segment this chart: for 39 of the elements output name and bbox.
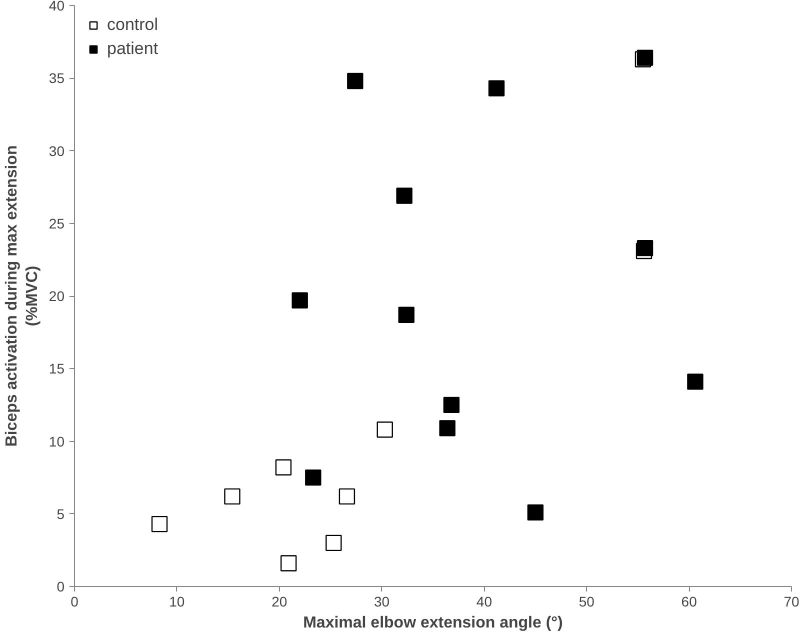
y-tick-label: 30 xyxy=(48,142,65,159)
point xyxy=(396,188,412,204)
x-axis-title: Maximal elbow extension angle (°) xyxy=(303,614,563,632)
y-tick-label: 40 xyxy=(48,0,65,14)
x-tick-label: 50 xyxy=(578,594,595,610)
y-tick-label: 25 xyxy=(48,215,65,232)
x-tick-label: 30 xyxy=(374,594,390,610)
point xyxy=(224,488,240,505)
point xyxy=(636,240,654,256)
point xyxy=(347,72,364,90)
y-tick-label: 35 xyxy=(48,70,65,86)
y-tick-label: 0 xyxy=(56,578,65,594)
point xyxy=(687,374,704,390)
point xyxy=(292,292,308,308)
y-tick-label: 5 xyxy=(56,506,65,522)
point xyxy=(280,555,297,572)
x-tick-label: 0 xyxy=(70,594,79,610)
y-tick-label: 15 xyxy=(48,360,65,377)
point xyxy=(439,420,456,436)
point xyxy=(275,459,292,476)
x-tick-label: 60 xyxy=(681,594,698,610)
point xyxy=(527,504,544,521)
point xyxy=(305,469,322,486)
legend-label: patient xyxy=(107,39,158,59)
x-tick-label: 40 xyxy=(476,594,492,610)
legend-label: control xyxy=(107,15,158,35)
point xyxy=(326,534,342,552)
point xyxy=(338,488,356,505)
point xyxy=(488,80,505,96)
y-axis-title: Biceps activation during max extension (%MVC) xyxy=(4,145,41,447)
point xyxy=(443,396,460,414)
point xyxy=(398,306,414,323)
x-tick-label: 20 xyxy=(272,594,288,610)
point xyxy=(151,516,168,532)
y-tick-label: 20 xyxy=(48,288,65,304)
point xyxy=(376,422,393,438)
x-tick-label: 10 xyxy=(169,594,185,610)
x-tick-label: 70 xyxy=(784,594,800,610)
y-tick-label: 10 xyxy=(48,433,65,450)
